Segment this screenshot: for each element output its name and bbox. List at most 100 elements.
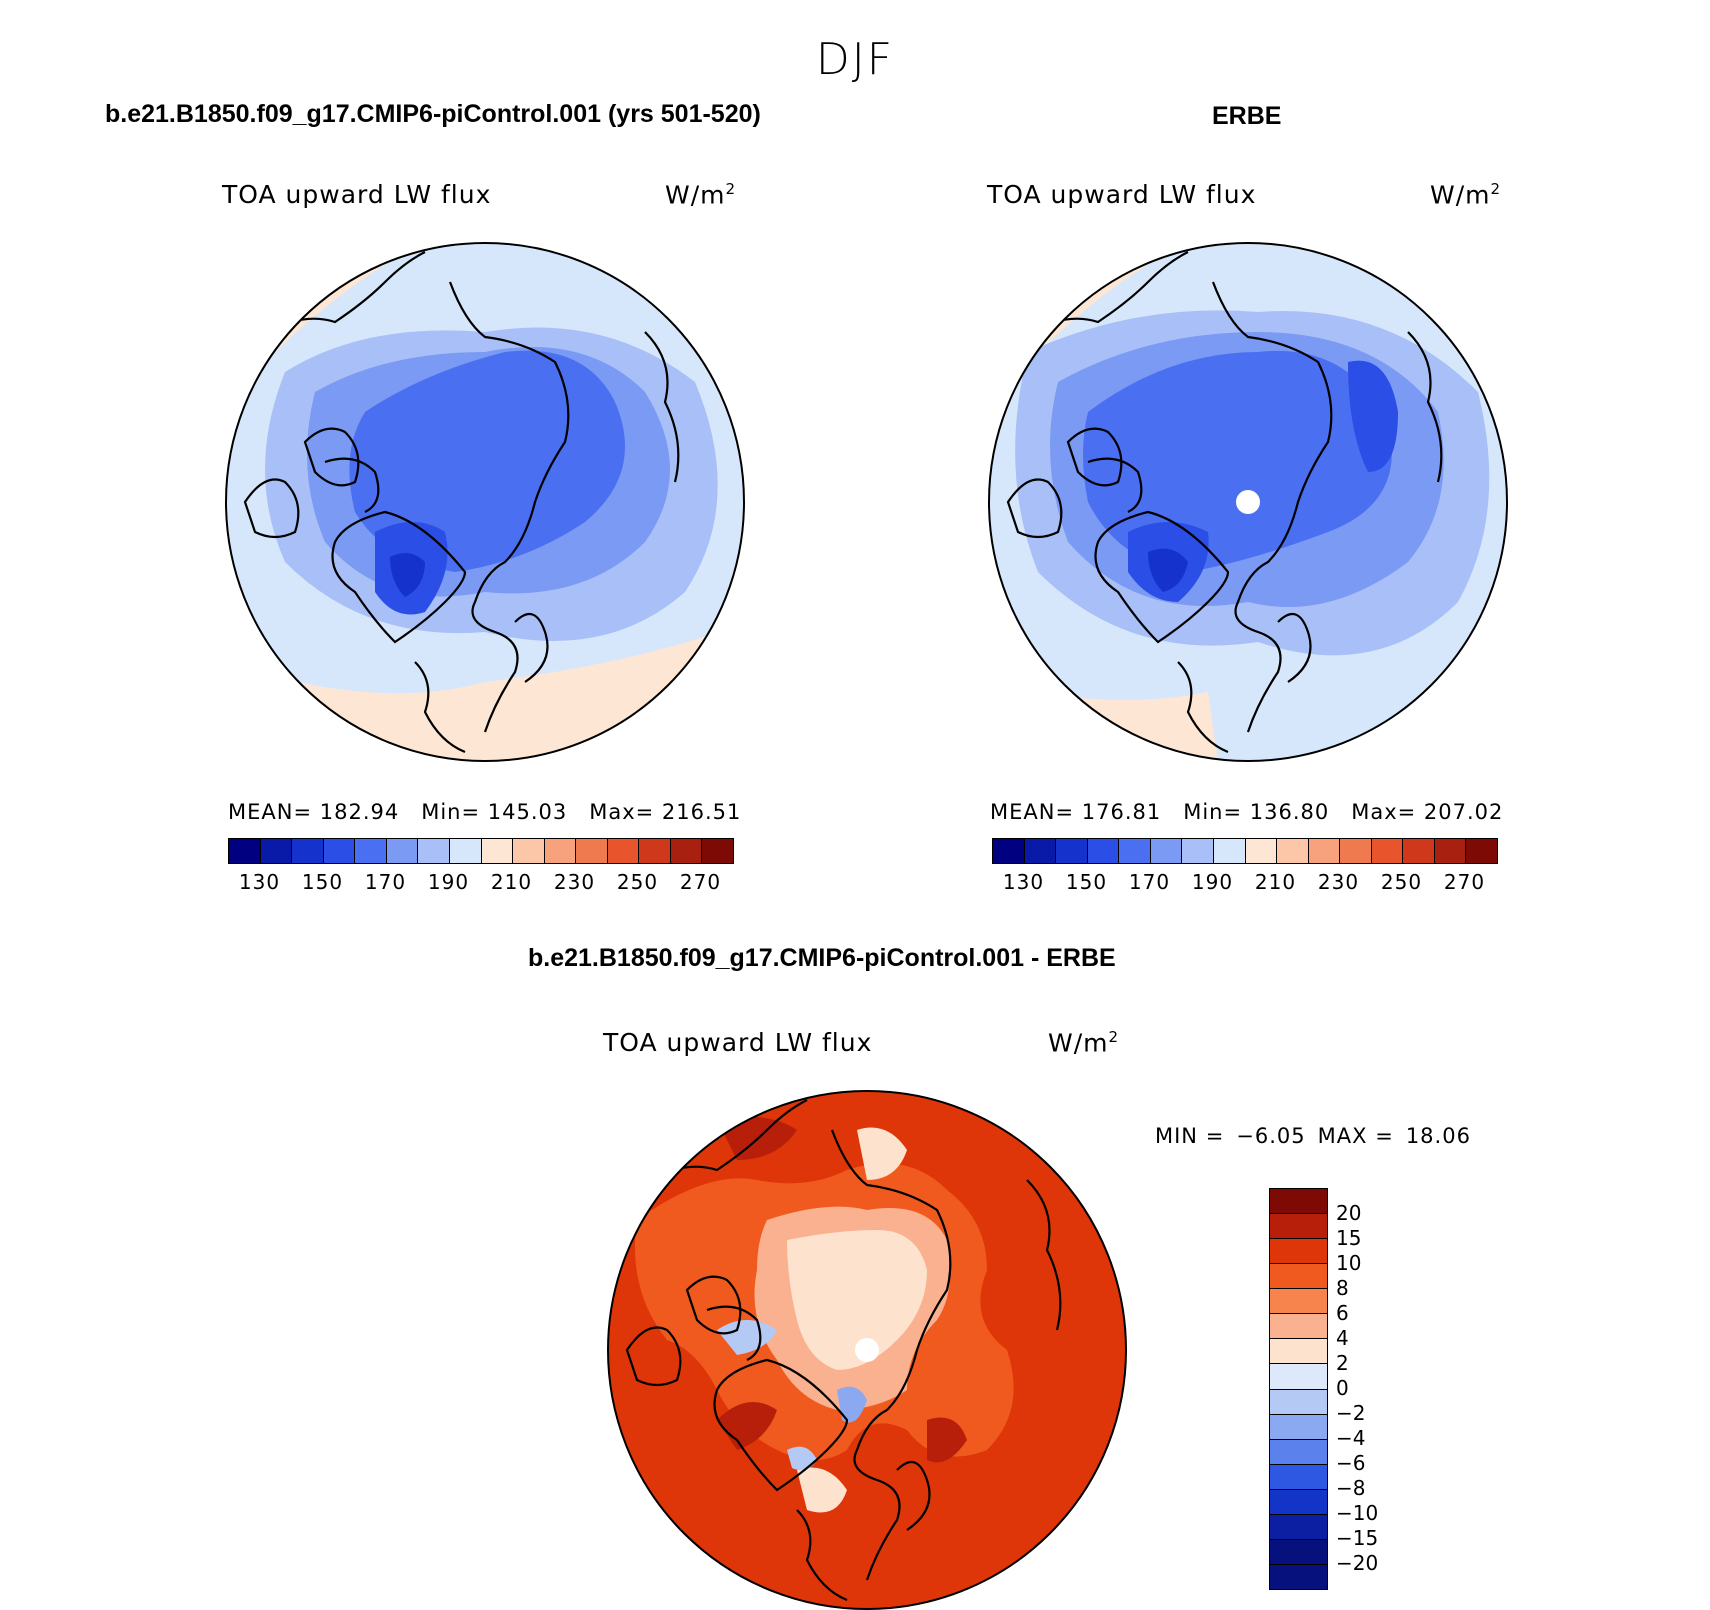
top-right-polar-map — [988, 242, 1508, 762]
colorbar-tick-label: 170 — [1128, 870, 1171, 894]
colorbar-swatch — [1270, 1464, 1327, 1490]
colorbar-swatch — [1119, 839, 1151, 863]
colorbar-swatch — [576, 839, 608, 863]
colorbar-tick-label: 6 — [1336, 1301, 1349, 1325]
colorbar-swatch — [260, 839, 293, 863]
colorbar-tick-label: 150 — [301, 870, 344, 894]
colorbar-swatch — [229, 839, 261, 863]
bottom-colorbar-labels: 20 15 10 8 6 4 2 0 −2 −4 −6 −8 −10 −15 −20 — [1336, 1188, 1396, 1588]
colorbar-swatch — [544, 839, 577, 863]
colorbar-swatch — [1213, 839, 1246, 863]
missing-data-pole — [855, 1338, 879, 1362]
colorbar-swatch — [1270, 1339, 1327, 1365]
colorbar-tick-label: 130 — [238, 870, 281, 894]
top-right-colorbar — [992, 838, 1498, 864]
colorbar-swatch — [513, 839, 545, 863]
bottom-units-label: W/m2 — [1048, 1028, 1120, 1058]
page-title: DJF — [815, 34, 895, 85]
colorbar-swatch — [1270, 1264, 1327, 1290]
colorbar-tick-label: 8 — [1336, 1276, 1349, 1300]
colorbar-swatch — [1270, 1389, 1327, 1415]
colorbar-tick-label: 15 — [1336, 1226, 1362, 1250]
colorbar-swatch — [386, 839, 419, 863]
colorbar-swatch — [670, 839, 703, 863]
colorbar-swatch — [481, 839, 514, 863]
colorbar-swatch — [993, 839, 1025, 863]
colorbar-tick-label: 270 — [1443, 870, 1486, 894]
colorbar-swatch — [1277, 839, 1309, 863]
colorbar-swatch — [1340, 839, 1372, 863]
missing-data-pole — [1236, 490, 1260, 514]
colorbar-swatch — [1150, 839, 1183, 863]
colorbar-tick-label: 20 — [1336, 1201, 1362, 1225]
colorbar-tick-label: −4 — [1336, 1426, 1366, 1450]
colorbar-swatch — [1270, 1439, 1327, 1465]
colorbar-swatch — [1270, 1514, 1327, 1540]
colorbar-tick-label: 190 — [427, 870, 470, 894]
colorbar-swatch — [702, 839, 733, 863]
colorbar-tick-label: 2 — [1336, 1351, 1349, 1375]
top-right-panel: TOA upward LW flux W/m2 — [960, 0, 1560, 760]
colorbar-tick-label: −8 — [1336, 1476, 1366, 1500]
colorbar-tick-label: 130 — [1002, 870, 1045, 894]
colorbar-swatch — [1371, 839, 1404, 863]
colorbar-swatch — [1270, 1364, 1327, 1390]
colorbar-tick-label: 250 — [616, 870, 659, 894]
colorbar-swatch — [1308, 839, 1341, 863]
colorbar-swatch — [292, 839, 324, 863]
colorbar-swatch — [355, 839, 387, 863]
colorbar-swatch — [639, 839, 671, 863]
colorbar-swatch — [1270, 1239, 1327, 1265]
top-right-case-title: ERBE — [1212, 102, 1282, 130]
colorbar-tick-label: 210 — [490, 870, 533, 894]
colorbar-swatch — [323, 839, 356, 863]
top-left-colorbar — [228, 838, 734, 864]
colorbar-tick-label: −10 — [1336, 1501, 1379, 1525]
units-label: W/m2 — [665, 180, 737, 210]
colorbar-tick-label: 250 — [1380, 870, 1423, 894]
bottom-case-title: b.e21.B1850.f09_g17.CMIP6-piControl.001 … — [528, 944, 1116, 972]
colorbar-swatch — [1270, 1489, 1327, 1515]
colorbar-swatch — [1270, 1314, 1327, 1340]
variable-label: TOA upward LW flux — [987, 180, 1257, 209]
colorbar-swatch — [1270, 1214, 1327, 1240]
colorbar-tick-label: −15 — [1336, 1526, 1379, 1550]
top-left-case-title: b.e21.B1850.f09_g17.CMIP6-piControl.001 … — [105, 100, 761, 128]
colorbar-swatch — [607, 839, 640, 863]
colorbar-swatch — [1245, 839, 1278, 863]
colorbar-swatch — [1270, 1289, 1327, 1315]
colorbar-swatch — [449, 839, 482, 863]
colorbar-tick-label: −6 — [1336, 1451, 1366, 1475]
colorbar-tick-label: −20 — [1336, 1551, 1379, 1575]
colorbar-swatch — [1270, 1564, 1327, 1589]
bottom-stats: MIN = −6.05 MAX = 18.06 — [1155, 1124, 1471, 1148]
colorbar-swatch — [1270, 1189, 1327, 1215]
colorbar-tick-label: 4 — [1336, 1326, 1349, 1350]
colorbar-swatch — [1270, 1539, 1327, 1565]
colorbar-swatch — [1024, 839, 1057, 863]
colorbar-swatch — [1403, 839, 1435, 863]
coastlines — [243, 251, 680, 754]
top-left-stats: MEAN= 182.94 Min= 145.03 Max= 216.51 — [228, 800, 742, 824]
bottom-colorbar — [1269, 1188, 1328, 1590]
colorbar-tick-label: 230 — [553, 870, 596, 894]
top-left-polar-map — [225, 242, 745, 762]
colorbar-tick-label: 150 — [1065, 870, 1108, 894]
colorbar-swatch — [1434, 839, 1467, 863]
colorbar-swatch — [1270, 1414, 1327, 1440]
colorbar-swatch — [418, 839, 450, 863]
colorbar-tick-label: −2 — [1336, 1401, 1366, 1425]
units-label: W/m2 — [1430, 180, 1502, 210]
bottom-variable-label: TOA upward LW flux — [603, 1028, 873, 1057]
coastlines — [1006, 251, 1443, 754]
colorbar-tick-label: 210 — [1254, 870, 1297, 894]
colorbar-tick-label: 0 — [1336, 1376, 1349, 1400]
bottom-polar-map — [607, 1090, 1127, 1610]
colorbar-tick-label: 270 — [679, 870, 722, 894]
colorbar-tick-label: 190 — [1191, 870, 1234, 894]
colorbar-swatch — [1466, 839, 1497, 863]
colorbar-swatch — [1182, 839, 1214, 863]
top-right-stats: MEAN= 176.81 Min= 136.80 Max= 207.02 — [990, 800, 1504, 824]
colorbar-swatch — [1087, 839, 1120, 863]
colorbar-tick-label: 10 — [1336, 1251, 1362, 1275]
